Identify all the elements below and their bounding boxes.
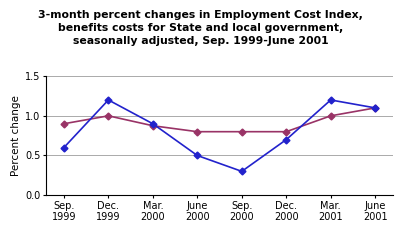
Benefits bbox=[61, 146, 66, 149]
Line: Wages and salaries: Wages and salaries bbox=[61, 105, 378, 134]
Wages and salaries bbox=[284, 130, 289, 133]
Benefits bbox=[195, 154, 200, 157]
Wages and salaries bbox=[150, 124, 155, 127]
Text: 3-month percent changes in Employment Cost Index,
benefits costs for State and l: 3-month percent changes in Employment Co… bbox=[38, 10, 363, 46]
Benefits bbox=[328, 99, 333, 101]
Y-axis label: Percent change: Percent change bbox=[11, 95, 21, 176]
Benefits bbox=[284, 138, 289, 141]
Line: Benefits: Benefits bbox=[61, 98, 378, 174]
Wages and salaries bbox=[61, 122, 66, 125]
Wages and salaries bbox=[195, 130, 200, 133]
Wages and salaries bbox=[328, 114, 333, 117]
Wages and salaries bbox=[106, 114, 111, 117]
Benefits bbox=[239, 170, 244, 173]
Wages and salaries bbox=[239, 130, 244, 133]
Wages and salaries bbox=[373, 106, 378, 109]
Benefits bbox=[150, 122, 155, 125]
Benefits bbox=[106, 99, 111, 101]
Benefits bbox=[373, 106, 378, 109]
